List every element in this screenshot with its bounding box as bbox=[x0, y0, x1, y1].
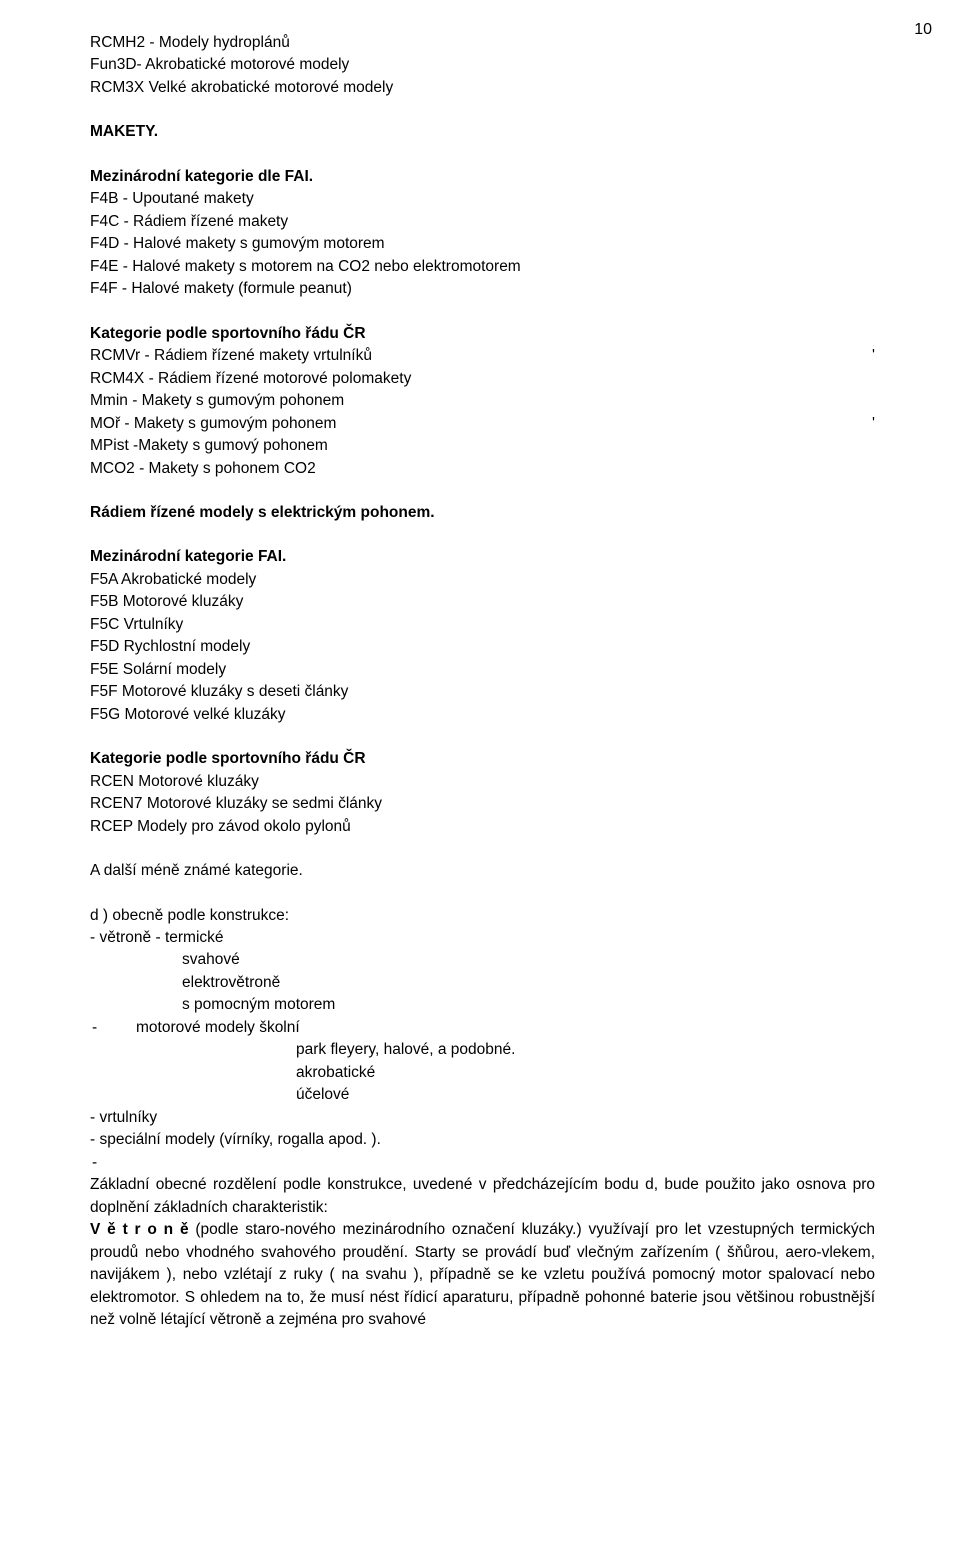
text-line: F4F - Halové makety (formule peanut) bbox=[90, 278, 875, 300]
text-line: RCEN Motorové kluzáky bbox=[90, 771, 875, 793]
text-line: - speciální modely (vírníky, rogalla apo… bbox=[90, 1129, 875, 1151]
text-line: - vrtulníky bbox=[90, 1107, 875, 1129]
heading: Kategorie podle sportovního řádu ČR bbox=[90, 323, 875, 345]
bold-term: V ě t r o n ě bbox=[90, 1221, 195, 1238]
heading: Kategorie podle sportovního řádu ČR bbox=[90, 748, 875, 770]
text-line: akrobatické bbox=[90, 1062, 875, 1084]
text-line: účelové bbox=[90, 1084, 875, 1106]
category-block: RCMH2 - Modely hydroplánů Fun3D- Akrobat… bbox=[90, 32, 875, 99]
text-line: d ) obecně podle konstrukce: bbox=[90, 905, 875, 927]
category-block: Mezinárodní kategorie FAI. F5A Akrobatic… bbox=[90, 546, 875, 726]
heading: Mezinárodní kategorie FAI. bbox=[90, 546, 875, 568]
text-line: F5G Motorové velké kluzáky bbox=[90, 704, 875, 726]
text-line: F5E Solární modely bbox=[90, 659, 875, 681]
text-line: RCM3X Velké akrobatické motorové modely bbox=[90, 77, 875, 99]
mark: ' bbox=[872, 413, 875, 435]
text-line: svahové bbox=[90, 949, 875, 971]
heading-block: MAKETY. bbox=[90, 121, 875, 143]
text-line: RCMH2 - Modely hydroplánů bbox=[90, 32, 875, 54]
text-line: A další méně známé kategorie. bbox=[90, 860, 875, 882]
text-line: motorové modely školní bbox=[136, 1017, 300, 1039]
text-line: F4C - Rádiem řízené makety bbox=[90, 211, 875, 233]
heading: Rádiem řízené modely s elektrickým pohon… bbox=[90, 502, 875, 524]
text-line: MPist -Makety s gumový pohonem bbox=[90, 435, 875, 457]
page-number: 10 bbox=[914, 18, 932, 41]
category-block: Kategorie podle sportovního řádu ČR RCEN… bbox=[90, 748, 875, 838]
heading: Mezinárodní kategorie dle FAI. bbox=[90, 166, 875, 188]
dash-mark: - bbox=[90, 1152, 136, 1174]
text-line: Základní obecné rozdělení podle konstruk… bbox=[90, 1176, 875, 1215]
text-line: Mmin - Makety s gumovým pohonem bbox=[90, 390, 875, 412]
text-line: F5D Rychlostní modely bbox=[90, 636, 875, 658]
mark: ' bbox=[872, 345, 875, 367]
text-line: F5B Motorové kluzáky bbox=[90, 591, 875, 613]
category-block: Mezinárodní kategorie dle FAI. F4B - Upo… bbox=[90, 166, 875, 301]
text-line: F4D - Halové makety s gumovým motorem bbox=[90, 233, 875, 255]
heading-block: Rádiem řízené modely s elektrickým pohon… bbox=[90, 502, 875, 524]
text-line: RCM4X - Rádiem řízené motorové polomaket… bbox=[90, 368, 875, 390]
text-line: F5C Vrtulníky bbox=[90, 614, 875, 636]
text-line: RCEN7 Motorové kluzáky se sedmi články bbox=[90, 793, 875, 815]
text-line: F5A Akrobatické modely bbox=[90, 569, 875, 591]
text-line: MCO2 - Makety s pohonem CO2 bbox=[90, 458, 875, 480]
category-block: Kategorie podle sportovního řádu ČR RCMV… bbox=[90, 323, 875, 480]
paragraph-block: Základní obecné rozdělení podle konstruk… bbox=[90, 1174, 875, 1331]
text-line: F4E - Halové makety s motorem na CO2 neb… bbox=[90, 256, 875, 278]
text-line: F4B - Upoutané makety bbox=[90, 188, 875, 210]
text-block: A další méně známé kategorie. bbox=[90, 860, 875, 882]
heading: MAKETY. bbox=[90, 121, 875, 143]
text-line: RCEP Modely pro závod okolo pylonů bbox=[90, 816, 875, 838]
dash-mark: - bbox=[90, 1017, 136, 1039]
text-line: park fleyery, halové, a podobné. bbox=[90, 1039, 875, 1061]
text-line: elektrovětroně bbox=[90, 972, 875, 994]
text-line: - větroně - termické bbox=[90, 927, 875, 949]
text-line: (podle staro-nového mezinárodního označe… bbox=[90, 1221, 875, 1328]
text-line: Fun3D- Akrobatické motorové modely bbox=[90, 54, 875, 76]
text-line: F5F Motorové kluzáky s deseti články bbox=[90, 681, 875, 703]
text-line: s pomocným motorem bbox=[90, 994, 875, 1016]
text-line: MOř - Makety s gumovým pohonem bbox=[90, 413, 336, 435]
construction-block: d ) obecně podle konstrukce: - větroně -… bbox=[90, 905, 875, 1175]
text-line: RCMVr - Rádiem řízené makety vrtulníků bbox=[90, 345, 372, 367]
